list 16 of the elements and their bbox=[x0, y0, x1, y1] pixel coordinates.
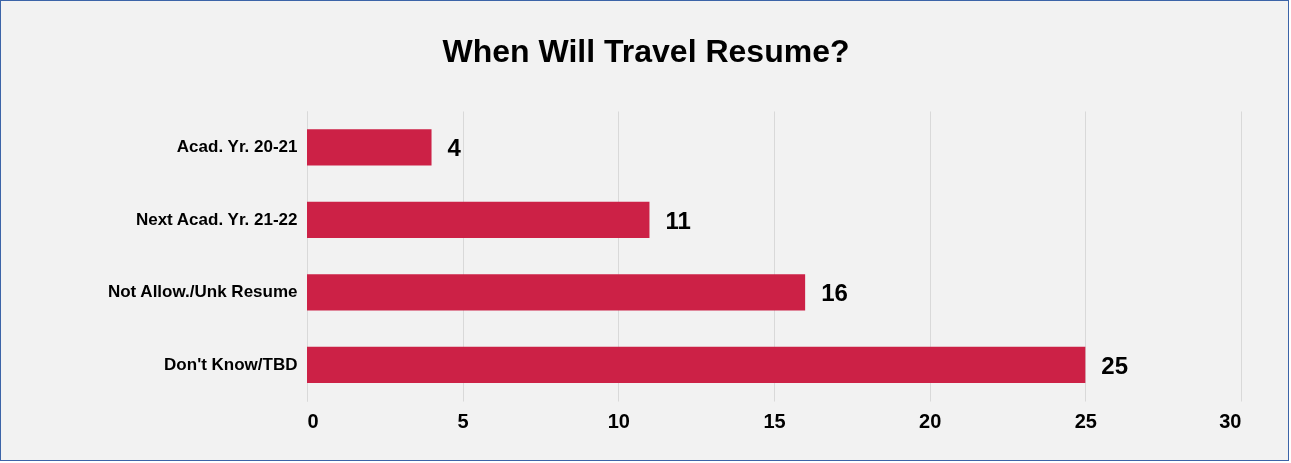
y-tick-label: Not Allow./Unk Resume bbox=[107, 282, 298, 302]
data-label: 4 bbox=[447, 134, 462, 162]
x-tick-label: 15 bbox=[763, 409, 786, 432]
y-tick-label: Next Acad. Yr. 21-22 bbox=[135, 209, 298, 229]
x-tick-label: 0 bbox=[307, 409, 319, 432]
x-tick-label: 5 bbox=[457, 409, 469, 432]
chart-title: When Will Travel Resume? bbox=[442, 33, 850, 69]
x-tick-label: 10 bbox=[607, 409, 630, 432]
x-tick-label: 20 bbox=[919, 409, 942, 432]
y-tick-label: Don't Know/TBD bbox=[164, 354, 298, 374]
y-tick-label: Acad. Yr. 20-21 bbox=[176, 137, 298, 157]
data-label: 16 bbox=[821, 279, 848, 307]
x-tick-label: 25 bbox=[1074, 409, 1097, 432]
x-tick-label: 30 bbox=[1219, 409, 1242, 432]
data-label: 11 bbox=[665, 206, 691, 234]
data-label: 25 bbox=[1101, 351, 1129, 379]
